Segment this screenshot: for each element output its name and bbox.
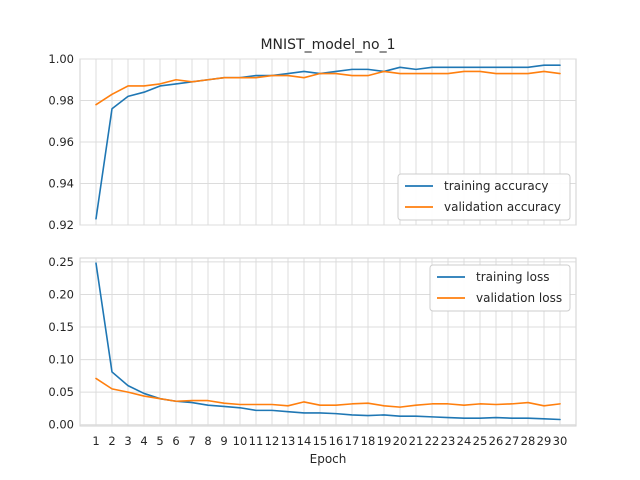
x-tick-label: 21 (409, 434, 424, 448)
y-tick-label: 0.25 (48, 255, 74, 269)
x-tick-label: 15 (313, 434, 328, 448)
x-tick-label: 27 (505, 434, 520, 448)
x-tick-label: 28 (521, 434, 536, 448)
x-tick-label: 3 (124, 434, 131, 448)
loss-legend: training loss validation loss (429, 264, 571, 312)
legend-entry: training accuracy (444, 179, 548, 193)
y-tick-label: 0.92 (48, 218, 74, 232)
x-tick-label: 12 (265, 434, 280, 448)
chart-title: MNIST_model_no_1 (260, 37, 395, 53)
y-tick-label: 0.98 (48, 94, 74, 108)
x-tick-label: 16 (329, 434, 344, 448)
x-tick-label: 13 (281, 434, 296, 448)
x-tick-label: 18 (361, 434, 376, 448)
x-tick-label: 30 (553, 434, 568, 448)
y-tick-label: 0.20 (48, 287, 74, 301)
accuracy-lines (95, 64, 561, 220)
y-tick-label: 0.96 (48, 135, 74, 149)
y-tick-label: 0.05 (48, 385, 74, 399)
loss-y-ticks: 0.00 0.05 0.10 0.15 0.20 0.25 (48, 255, 74, 432)
x-tick-label: 8 (204, 434, 211, 448)
x-tick-label: 5 (156, 434, 163, 448)
x-tick-label: 1 (92, 434, 99, 448)
loss-x-ticks: 1 2 3 4 5 6 7 8 9 10 11 12 13 14 15 16 17 18 19 20 21 22 23 24 2… (92, 434, 567, 448)
series-line-validation-loss (95, 377, 561, 408)
x-tick-label: 17 (345, 434, 360, 448)
legend-entry: validation loss (476, 291, 562, 305)
x-tick-label: 19 (377, 434, 392, 448)
series-line-training-accuracy (95, 64, 561, 220)
accuracy-gridlines (80, 58, 576, 226)
y-tick-label: 0.00 (48, 418, 74, 432)
x-tick-label: 4 (140, 434, 147, 448)
legend-box (397, 173, 571, 221)
x-tick-label: 20 (393, 434, 408, 448)
legend-entry: training loss (476, 270, 549, 284)
loss-axes: 0.000.050.100.150.200.25 1 2 3 4 5 6 7 8 9 10 11 12… (48, 255, 577, 448)
accuracy-y-ticks: 0.92 0.94 0.96 0.98 1.00 (48, 52, 74, 232)
x-tick-label: 2 (108, 434, 115, 448)
series-line-validation-accuracy (95, 70, 561, 106)
x-tick-label: 26 (489, 434, 504, 448)
y-tick-label: 0.15 (48, 320, 74, 334)
x-tick-label: 25 (473, 434, 488, 448)
loss-lines (95, 262, 561, 421)
x-tick-label: 24 (457, 434, 472, 448)
accuracy-axes: 0.92 0.94 0.96 0.98 1.00 training accuracy va… (48, 52, 577, 232)
x-tick-label: 23 (441, 434, 456, 448)
y-tick-label: 0.10 (48, 353, 74, 367)
x-tick-label: 6 (172, 434, 179, 448)
x-tick-label: 29 (537, 434, 552, 448)
x-axis-label: Epoch (310, 452, 347, 466)
x-tick-label: 9 (220, 434, 227, 448)
accuracy-legend: training accuracy validation accuracy (397, 173, 571, 221)
y-tick-label: 0.94 (48, 177, 74, 191)
x-tick-label: 11 (249, 434, 264, 448)
legend-entry: validation accuracy (444, 200, 561, 214)
x-tick-label: 10 (233, 434, 248, 448)
x-tick-label: 22 (425, 434, 440, 448)
x-tick-label: 7 (188, 434, 195, 448)
x-tick-label: 14 (297, 434, 312, 448)
y-tick-label: 1.00 (48, 52, 74, 66)
